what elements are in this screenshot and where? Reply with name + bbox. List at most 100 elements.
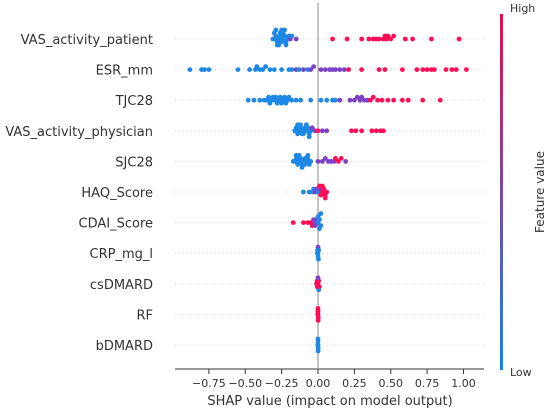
shap-point xyxy=(388,36,394,42)
shap-point xyxy=(449,67,455,72)
feature-label: bDMARD xyxy=(96,339,153,354)
shap-point xyxy=(315,348,321,354)
shap-point xyxy=(315,309,321,314)
shap-point xyxy=(308,67,314,72)
feature-label: TJC28 xyxy=(115,94,153,109)
shap-point xyxy=(315,342,321,348)
row-guides xyxy=(175,38,484,346)
shap-point xyxy=(335,159,341,164)
x-axis-ticks: −0.75 −0.50 −0.25 0.00 0.25 0.50 0.75 1.00 xyxy=(192,369,476,390)
shap-point xyxy=(299,165,305,170)
shap-point xyxy=(414,67,420,72)
shap-point xyxy=(298,122,303,128)
shap-point xyxy=(271,67,277,72)
shap-point xyxy=(206,67,212,72)
shap-point xyxy=(315,247,320,253)
shap-point xyxy=(344,36,350,42)
shap-point xyxy=(322,67,328,72)
shap-point xyxy=(254,64,260,69)
shap-point xyxy=(257,97,263,103)
shap-point xyxy=(318,67,324,72)
shap-point xyxy=(376,67,382,72)
shap-point xyxy=(283,42,289,48)
shap-point xyxy=(202,67,207,72)
shap-point xyxy=(349,128,354,134)
feature-label: ESR_mm xyxy=(96,64,153,79)
shap-point xyxy=(301,67,306,72)
shap-point xyxy=(308,97,314,103)
shap-point xyxy=(370,94,376,100)
x-tick-label: −0.25 xyxy=(265,377,299,390)
shap-point xyxy=(382,33,388,39)
shap-point xyxy=(319,128,325,134)
x-tick-label: 0.00 xyxy=(306,377,331,390)
shap-point xyxy=(318,211,324,217)
shap-point xyxy=(319,183,325,189)
shap-point xyxy=(309,125,315,131)
shap-point xyxy=(369,128,375,134)
shap-point xyxy=(260,67,266,72)
feature-label: csDMARD xyxy=(90,278,153,293)
shap-point xyxy=(410,36,415,42)
shap-point xyxy=(453,67,459,72)
shap-point xyxy=(359,94,365,100)
shap-point xyxy=(381,128,386,134)
shap-point xyxy=(289,33,295,39)
shap-point xyxy=(399,97,405,103)
feature-label: VAS_activity_physician xyxy=(5,125,153,140)
shap-point xyxy=(263,64,269,69)
shap-point xyxy=(351,97,357,103)
shap-point xyxy=(391,33,397,39)
feature-label: RF xyxy=(136,308,153,323)
shap-point xyxy=(324,128,330,134)
shap-point xyxy=(277,94,283,100)
shap-point xyxy=(311,64,317,69)
shap-point xyxy=(305,153,311,158)
shap-point xyxy=(337,97,343,103)
shap-point xyxy=(429,36,434,42)
shap-point xyxy=(312,223,318,229)
shap-point xyxy=(315,159,321,164)
shap-point xyxy=(347,97,353,103)
shap-point xyxy=(306,134,312,140)
shap-point xyxy=(379,97,385,103)
shap-point xyxy=(367,97,373,103)
shap-point xyxy=(366,36,372,42)
shap-point xyxy=(315,214,321,220)
shap-point xyxy=(187,67,193,72)
shap-point xyxy=(273,27,279,33)
shap-point xyxy=(420,97,426,103)
feature-label: CDAI_Score xyxy=(79,217,154,232)
shap-point xyxy=(276,42,282,48)
shap-point xyxy=(333,97,338,103)
shap-point xyxy=(354,94,360,100)
shap-point xyxy=(282,94,287,100)
shap-point xyxy=(330,36,335,42)
shap-point xyxy=(290,220,296,226)
x-tick-label: −0.75 xyxy=(192,377,226,390)
shap-point xyxy=(289,67,295,72)
x-axis-label: SHAP value (impact on model output) xyxy=(207,394,452,409)
shap-point xyxy=(301,189,306,195)
x-tick-label: 0.75 xyxy=(415,377,440,390)
shap-point xyxy=(322,156,328,161)
shap-point xyxy=(322,195,328,201)
shap-point xyxy=(293,97,299,103)
shap-point xyxy=(302,162,308,167)
shap-point xyxy=(333,156,338,161)
colorbar-high-label: High xyxy=(510,2,535,15)
shap-point xyxy=(266,94,271,100)
shap-point xyxy=(279,67,285,72)
feature-label: HAQ_Score xyxy=(81,186,153,201)
shap-point xyxy=(315,336,321,342)
shap-point xyxy=(359,128,365,134)
shap-point xyxy=(424,67,430,72)
shap-point xyxy=(376,36,382,42)
shap-point xyxy=(464,67,469,72)
shap-point xyxy=(293,36,299,42)
shap-point xyxy=(286,94,292,100)
shap-point xyxy=(319,159,325,164)
colorbar-title: Feature value xyxy=(533,151,547,233)
shap-point xyxy=(273,94,279,100)
